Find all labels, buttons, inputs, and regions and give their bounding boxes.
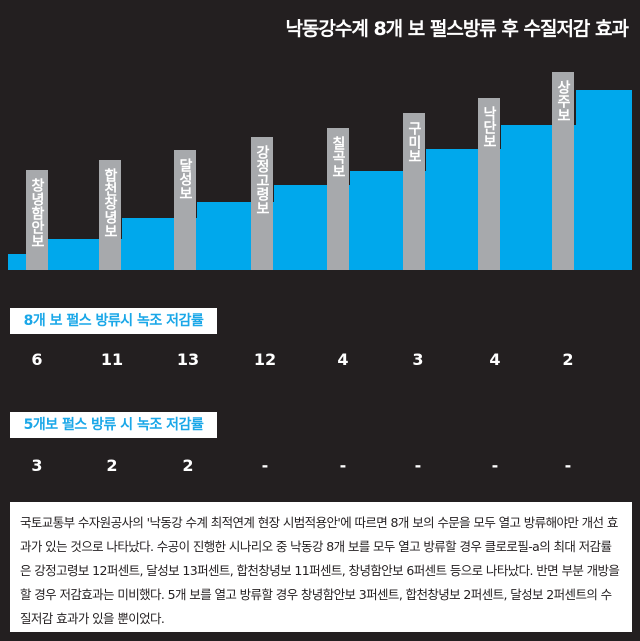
staircase	[8, 72, 632, 270]
row-value: 13	[176, 350, 200, 369]
row-value: 3	[412, 350, 424, 369]
row-value: 2	[106, 456, 118, 475]
row-value: -	[564, 456, 572, 475]
row-value: 6	[31, 350, 43, 369]
note: 국토교통부 수자원공사의 '낙동강 수계 최적연계 현장 시범적용안'에 따르면…	[10, 502, 632, 632]
row-value: -	[414, 456, 422, 475]
row-value: 2	[182, 456, 194, 475]
weir-name: 창녕함안보	[29, 178, 45, 248]
row-value: 11	[100, 350, 124, 369]
weir-name: 칠곡보	[330, 136, 346, 178]
row-value: 2	[562, 350, 574, 369]
row-value: 3	[31, 456, 43, 475]
row-value: -	[339, 456, 347, 475]
title: 낙동강수계 8개 보 펄스방류 후 수질저감 효과	[285, 18, 629, 40]
weir-name: 달성보	[177, 158, 193, 200]
row-label: 5개보 펄스 방류 시 녹조 저감률	[10, 412, 217, 438]
weir-name: 강정고령보	[254, 145, 270, 215]
gray-bars	[26, 72, 574, 270]
row-value: -	[261, 456, 269, 475]
weir-name: 구미보	[406, 121, 422, 163]
row-value: -	[491, 456, 499, 475]
row-value: 12	[253, 350, 277, 369]
row-value: 4	[337, 350, 349, 369]
weir-name: 상주보	[555, 80, 571, 122]
row-value: 4	[489, 350, 501, 369]
weir-name: 합천창녕보	[102, 168, 118, 238]
weir-name: 낙단보	[481, 106, 497, 148]
row-label: 8개 보 펄스 방류시 녹조 저감률	[10, 308, 217, 334]
